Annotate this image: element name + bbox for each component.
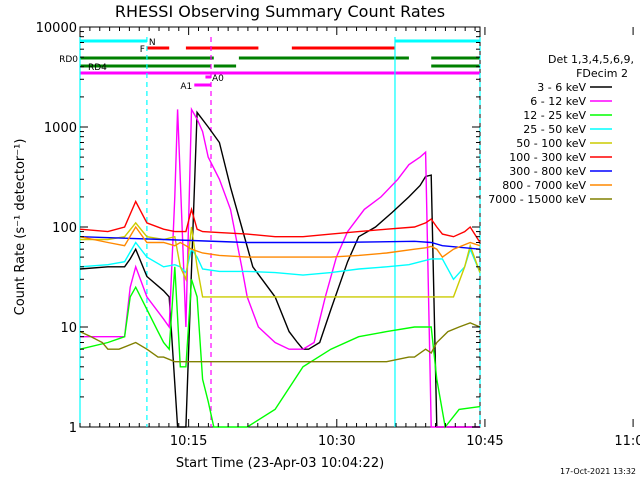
series-lines	[79, 106, 481, 429]
footer-date: 17-Oct-2021 13:32	[560, 467, 636, 476]
y-axis: 1 10 100 1000 10000	[36, 21, 480, 436]
series-3-6-kev	[79, 110, 480, 428]
legend-label: 6 - 12 keV	[530, 95, 586, 108]
vertical-markers	[79, 37, 481, 427]
chart-title: RHESSI Observing Summary Count Rates	[115, 2, 445, 21]
series-50-100-kev	[80, 221, 481, 298]
legend-label: 25 - 50 keV	[523, 123, 586, 136]
y-tick-label: 100	[52, 221, 77, 236]
legend-label: 100 - 300 keV	[509, 151, 586, 164]
x-axis-label: Start Time (23-Apr-03 10:04:22)	[176, 456, 384, 471]
series-800-7000-kev	[79, 225, 481, 259]
flag-label-a1: A1	[180, 82, 192, 92]
legend-label: 300 - 800 keV	[509, 165, 586, 178]
legend-label: 50 - 100 keV	[516, 137, 586, 150]
legend-label: 3 - 6 keV	[537, 81, 586, 94]
legend-label: 7000 - 15000 keV	[488, 193, 586, 206]
x-tick-label: 10:45	[466, 434, 503, 449]
y-tick-label: 10	[60, 321, 77, 336]
plot-frame	[79, 26, 481, 428]
flag-label-rd0: RD0	[59, 55, 78, 65]
y-axis-label: Count Rate (s⁻¹ detector⁻¹)	[13, 139, 28, 316]
legend-label: 12 - 25 keV	[523, 109, 586, 122]
plot-area: NF RD0 RD4 A1 A0	[59, 26, 481, 429]
series-7000-15000-kev	[79, 322, 481, 363]
x-tick-label: 11:00	[614, 434, 640, 449]
x-tick-label: 10:30	[318, 434, 355, 449]
flag-bars: NF RD0 RD4 A1 A0	[59, 38, 480, 92]
legend-header-line1: Det 1,3,4,5,6,9,	[548, 53, 634, 66]
y-tick-label: 10000	[36, 21, 77, 36]
y-tick-label: 1	[69, 421, 77, 436]
flag-label-n: N	[149, 38, 156, 48]
series-300-800-kev	[79, 236, 481, 250]
flag-label-f: F	[140, 45, 145, 55]
y-tick-label: 1000	[44, 121, 77, 136]
series-12-25-kev	[79, 266, 481, 429]
legend-label: 800 - 7000 keV	[502, 179, 586, 192]
series-100-300-kev	[79, 199, 481, 243]
x-tick-label: 10:15	[170, 434, 207, 449]
series-6-12-kev	[80, 106, 480, 428]
legend-header-line2: FDecim 2	[576, 67, 628, 80]
flag-label-a0: A0	[212, 74, 224, 84]
series-25-50-kev	[79, 241, 481, 281]
flag-label-rd4: RD4	[88, 63, 107, 73]
